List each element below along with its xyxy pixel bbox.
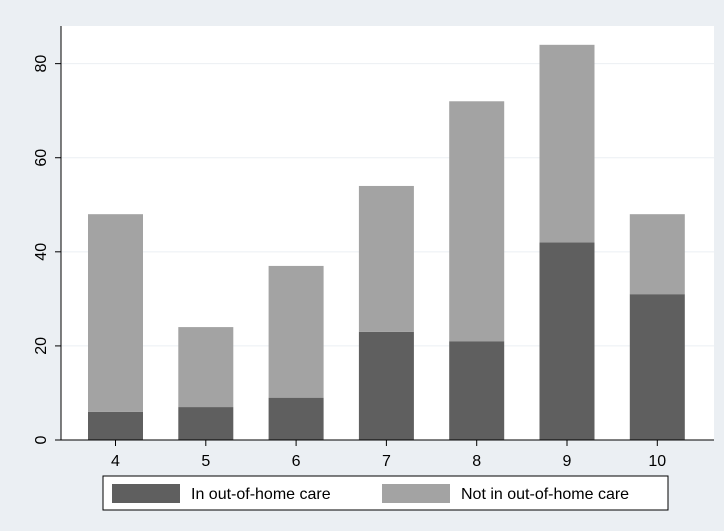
bar-not-in-care [539,44,595,243]
y-tick-label: 20 [33,337,50,355]
legend-swatch-in-care [112,484,180,503]
x-tick-label: 9 [563,453,572,470]
bar-in-care [449,341,505,440]
bars [88,44,685,440]
bar-not-in-care [449,101,505,342]
y-axis-ticks: 0 20 40 60 80 [33,55,61,444]
y-tick-label: 40 [33,243,50,261]
legend-label-in-care: In out-of-home care [191,486,331,503]
x-tick-label: 4 [111,453,120,470]
bar-in-care [88,411,143,440]
bar-not-in-care [268,265,324,398]
x-tick-label: 6 [292,453,301,470]
x-axis-ticks: 4 5 6 7 8 9 10 [111,440,666,470]
x-tick-label: 5 [201,453,210,470]
y-tick-label: 80 [33,55,50,73]
bar-not-in-care [178,327,234,408]
x-tick-label: 7 [382,453,391,470]
x-tick-label: 8 [472,453,481,470]
bar-in-care [629,294,685,440]
x-tick-label: 10 [648,453,666,470]
bar-in-care [268,397,324,440]
bar-not-in-care [88,214,143,412]
y-tick-label: 60 [33,149,50,167]
bar-in-care [539,242,595,440]
legend-label-not-in-care: Not in out-of-home care [461,486,629,503]
bar-not-in-care [629,214,685,295]
bar-not-in-care [358,185,414,332]
bar-in-care [178,407,234,440]
y-tick-label: 0 [33,435,50,444]
bar-in-care [358,331,414,440]
legend-swatch-not-in-care [382,484,450,503]
legend: In out-of-home care Not in out-of-home c… [102,475,669,511]
